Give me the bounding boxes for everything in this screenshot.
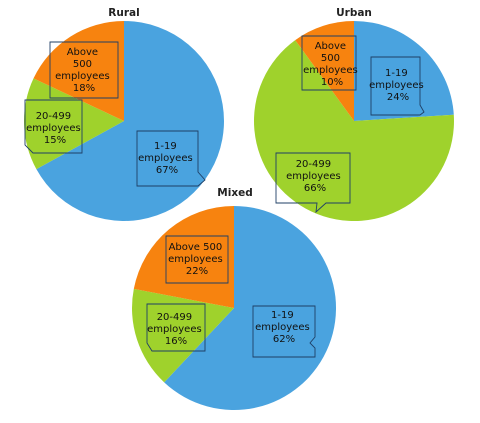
urban-label-above-500-line-4: 10%	[321, 77, 343, 88]
urban-label-above-500-line-2: 500	[321, 53, 340, 64]
rural-label-above-500-line-4: 18%	[73, 83, 95, 94]
rural-label-1-19-line-2: employees	[138, 153, 193, 164]
urban-chart-title: Urban	[336, 7, 372, 19]
rural-callout-above-500	[49, 41, 119, 99]
urban-label-20-499-line-1: 20-499	[296, 159, 331, 170]
rural-label-1-19-line-3: 67%	[156, 165, 178, 176]
rural-label-20-499-line-3: 15%	[44, 135, 66, 146]
mixed-slice-1-19	[164, 206, 337, 411]
urban-chart: Urban 1-19 employees 24% 20-499 employee…	[253, 7, 454, 222]
rural-callout-20-499	[24, 99, 83, 154]
urban-callout-1-19	[370, 56, 425, 116]
urban-label-1-19-line-2: employees	[369, 80, 424, 91]
rural-chart: Rural 1-19 employees 67% 20-499 employee…	[24, 7, 224, 222]
urban-slice-1-19	[354, 21, 454, 121]
mixed-label-1-19: 1-19 employees 62%	[255, 310, 313, 345]
mixed-label-above-500-line-1: Above 500	[169, 242, 223, 253]
mixed-label-1-19-line-3: 62%	[273, 334, 295, 345]
mixed-pie	[132, 206, 337, 411]
mixed-callout-above-500	[165, 235, 229, 284]
rural-slice-above-500	[33, 21, 124, 121]
mixed-slice-20-499	[132, 288, 234, 383]
rural-label-20-499-line-2: employees	[26, 123, 81, 134]
urban-pie	[253, 21, 454, 222]
mixed-label-1-19-line-1: 1-19	[271, 310, 294, 321]
urban-slice-20-499	[253, 40, 454, 222]
mixed-callout-20-499	[146, 303, 206, 352]
urban-label-1-19: 1-19 employees 24%	[369, 68, 427, 103]
mixed-label-1-19-line-2: employees	[255, 322, 310, 333]
rural-slice-1-19	[36, 21, 224, 222]
urban-label-20-499-line-2: employees	[286, 171, 341, 182]
rural-slice-20-499	[24, 78, 125, 170]
rural-label-20-499-line-1: 20-499	[36, 111, 71, 122]
mixed-label-20-499-line-2: employees	[147, 324, 202, 335]
rural-label-20-499: 20-499 employees 15%	[26, 111, 84, 146]
mixed-slice-above-500	[133, 206, 234, 308]
mixed-chart-title: Mixed	[217, 187, 252, 199]
mixed-label-20-499-line-1: 20-499	[157, 312, 192, 323]
rural-label-above-500-line-2: 500	[73, 59, 92, 70]
urban-callout-20-499	[275, 152, 351, 214]
mixed-callout-1-19	[252, 305, 316, 358]
rural-label-1-19-line-1: 1-19	[154, 141, 177, 152]
rural-callout-1-19	[136, 130, 206, 187]
urban-slice-above-500	[295, 21, 354, 121]
rural-label-1-19: 1-19 employees 67%	[138, 141, 196, 176]
rural-label-above-500-line-3: employees	[55, 71, 110, 82]
rural-chart-title: Rural	[108, 7, 139, 19]
urban-label-20-499-line-3: 66%	[304, 183, 326, 194]
urban-label-1-19-line-1: 1-19	[385, 68, 408, 79]
rural-label-above-500-line-1: Above	[67, 47, 98, 58]
mixed-label-above-500-line-2: employees	[168, 254, 223, 265]
urban-label-1-19-line-3: 24%	[387, 92, 409, 103]
mixed-chart: Mixed 1-19 employees 62% 20-499 employee…	[132, 187, 337, 411]
urban-label-20-499: 20-499 employees 66%	[286, 159, 344, 194]
urban-label-above-500-line-1: Above	[315, 41, 346, 52]
mixed-label-20-499: 20-499 employees 16%	[147, 312, 205, 347]
urban-callout-above-500	[301, 35, 357, 91]
rural-pie	[24, 21, 224, 222]
mixed-label-20-499-line-3: 16%	[165, 336, 187, 347]
urban-label-above-500-line-3: employees	[303, 65, 358, 76]
urban-label-above-500: Above 500 employees 10%	[303, 41, 361, 88]
rural-label-above-500: Above 500 employees 18%	[55, 47, 113, 94]
mixed-label-above-500: Above 500 employees 22%	[168, 242, 226, 277]
mixed-label-above-500-line-3: 22%	[186, 266, 208, 277]
